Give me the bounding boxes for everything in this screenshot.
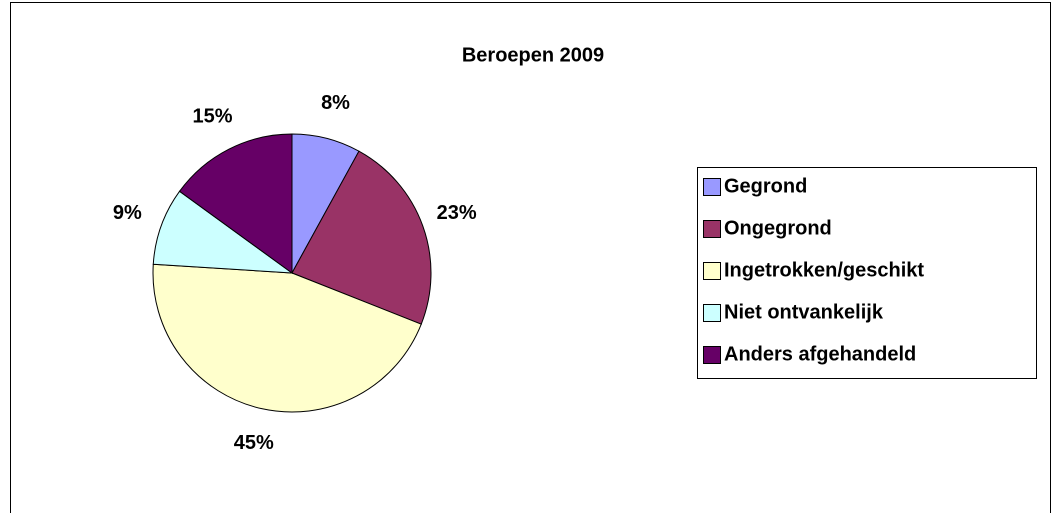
legend-swatch	[703, 220, 721, 238]
legend-label: Ingetrokken/geschikt	[724, 259, 924, 281]
legend-swatch	[703, 304, 721, 322]
pie-slice	[291, 150, 432, 325]
legend-swatch	[703, 346, 721, 364]
data-label: 9%	[113, 202, 142, 224]
legend-box	[697, 167, 1037, 379]
legend-swatch	[703, 262, 721, 280]
legend-label: Ongegrond	[724, 217, 832, 239]
legend-label: Gegrond	[724, 175, 807, 197]
pie-slice	[178, 133, 293, 274]
legend-swatch	[703, 178, 721, 196]
data-label: 45%	[234, 432, 274, 454]
pie-slice	[152, 190, 294, 274]
chart-title: Beroepen 2009	[462, 44, 604, 66]
data-label: 8%	[321, 92, 350, 114]
pie-slice	[152, 263, 422, 413]
data-label: 23%	[437, 202, 477, 224]
legend-label: Anders afgehandeld	[724, 343, 916, 365]
legend-label: Niet ontvankelijk	[724, 301, 884, 323]
data-label: 15%	[193, 105, 233, 127]
